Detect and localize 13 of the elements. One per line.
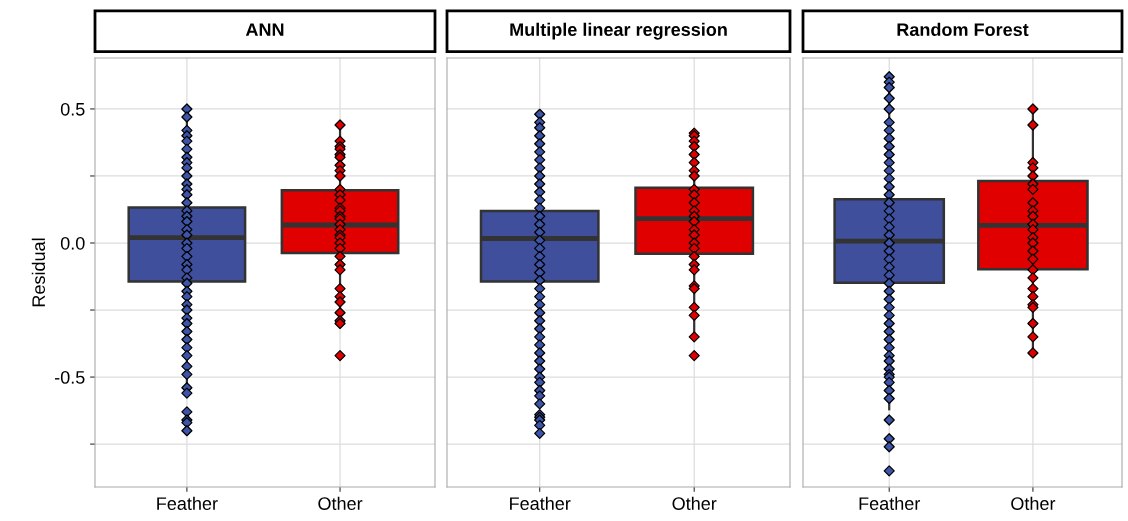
y-tick-label: 0.5 xyxy=(60,102,85,116)
x-tick-label: Other xyxy=(672,496,717,510)
y-axis-title: Residual xyxy=(31,238,46,307)
x-tick-label: Other xyxy=(1011,496,1056,510)
chart-title: ANN xyxy=(245,23,284,36)
chart-title: Multiple linear regression xyxy=(510,22,727,40)
x-tick-label: Feather xyxy=(859,496,921,510)
chart-title: Random Forest xyxy=(897,22,1029,37)
x-tick-label: Feather xyxy=(510,496,571,510)
x-tick-label: Other xyxy=(318,496,363,510)
y-tick-label: 0.0 xyxy=(60,236,85,250)
y-tick-label: -0.5 xyxy=(54,371,85,384)
x-tick-label: Feather xyxy=(157,496,218,510)
